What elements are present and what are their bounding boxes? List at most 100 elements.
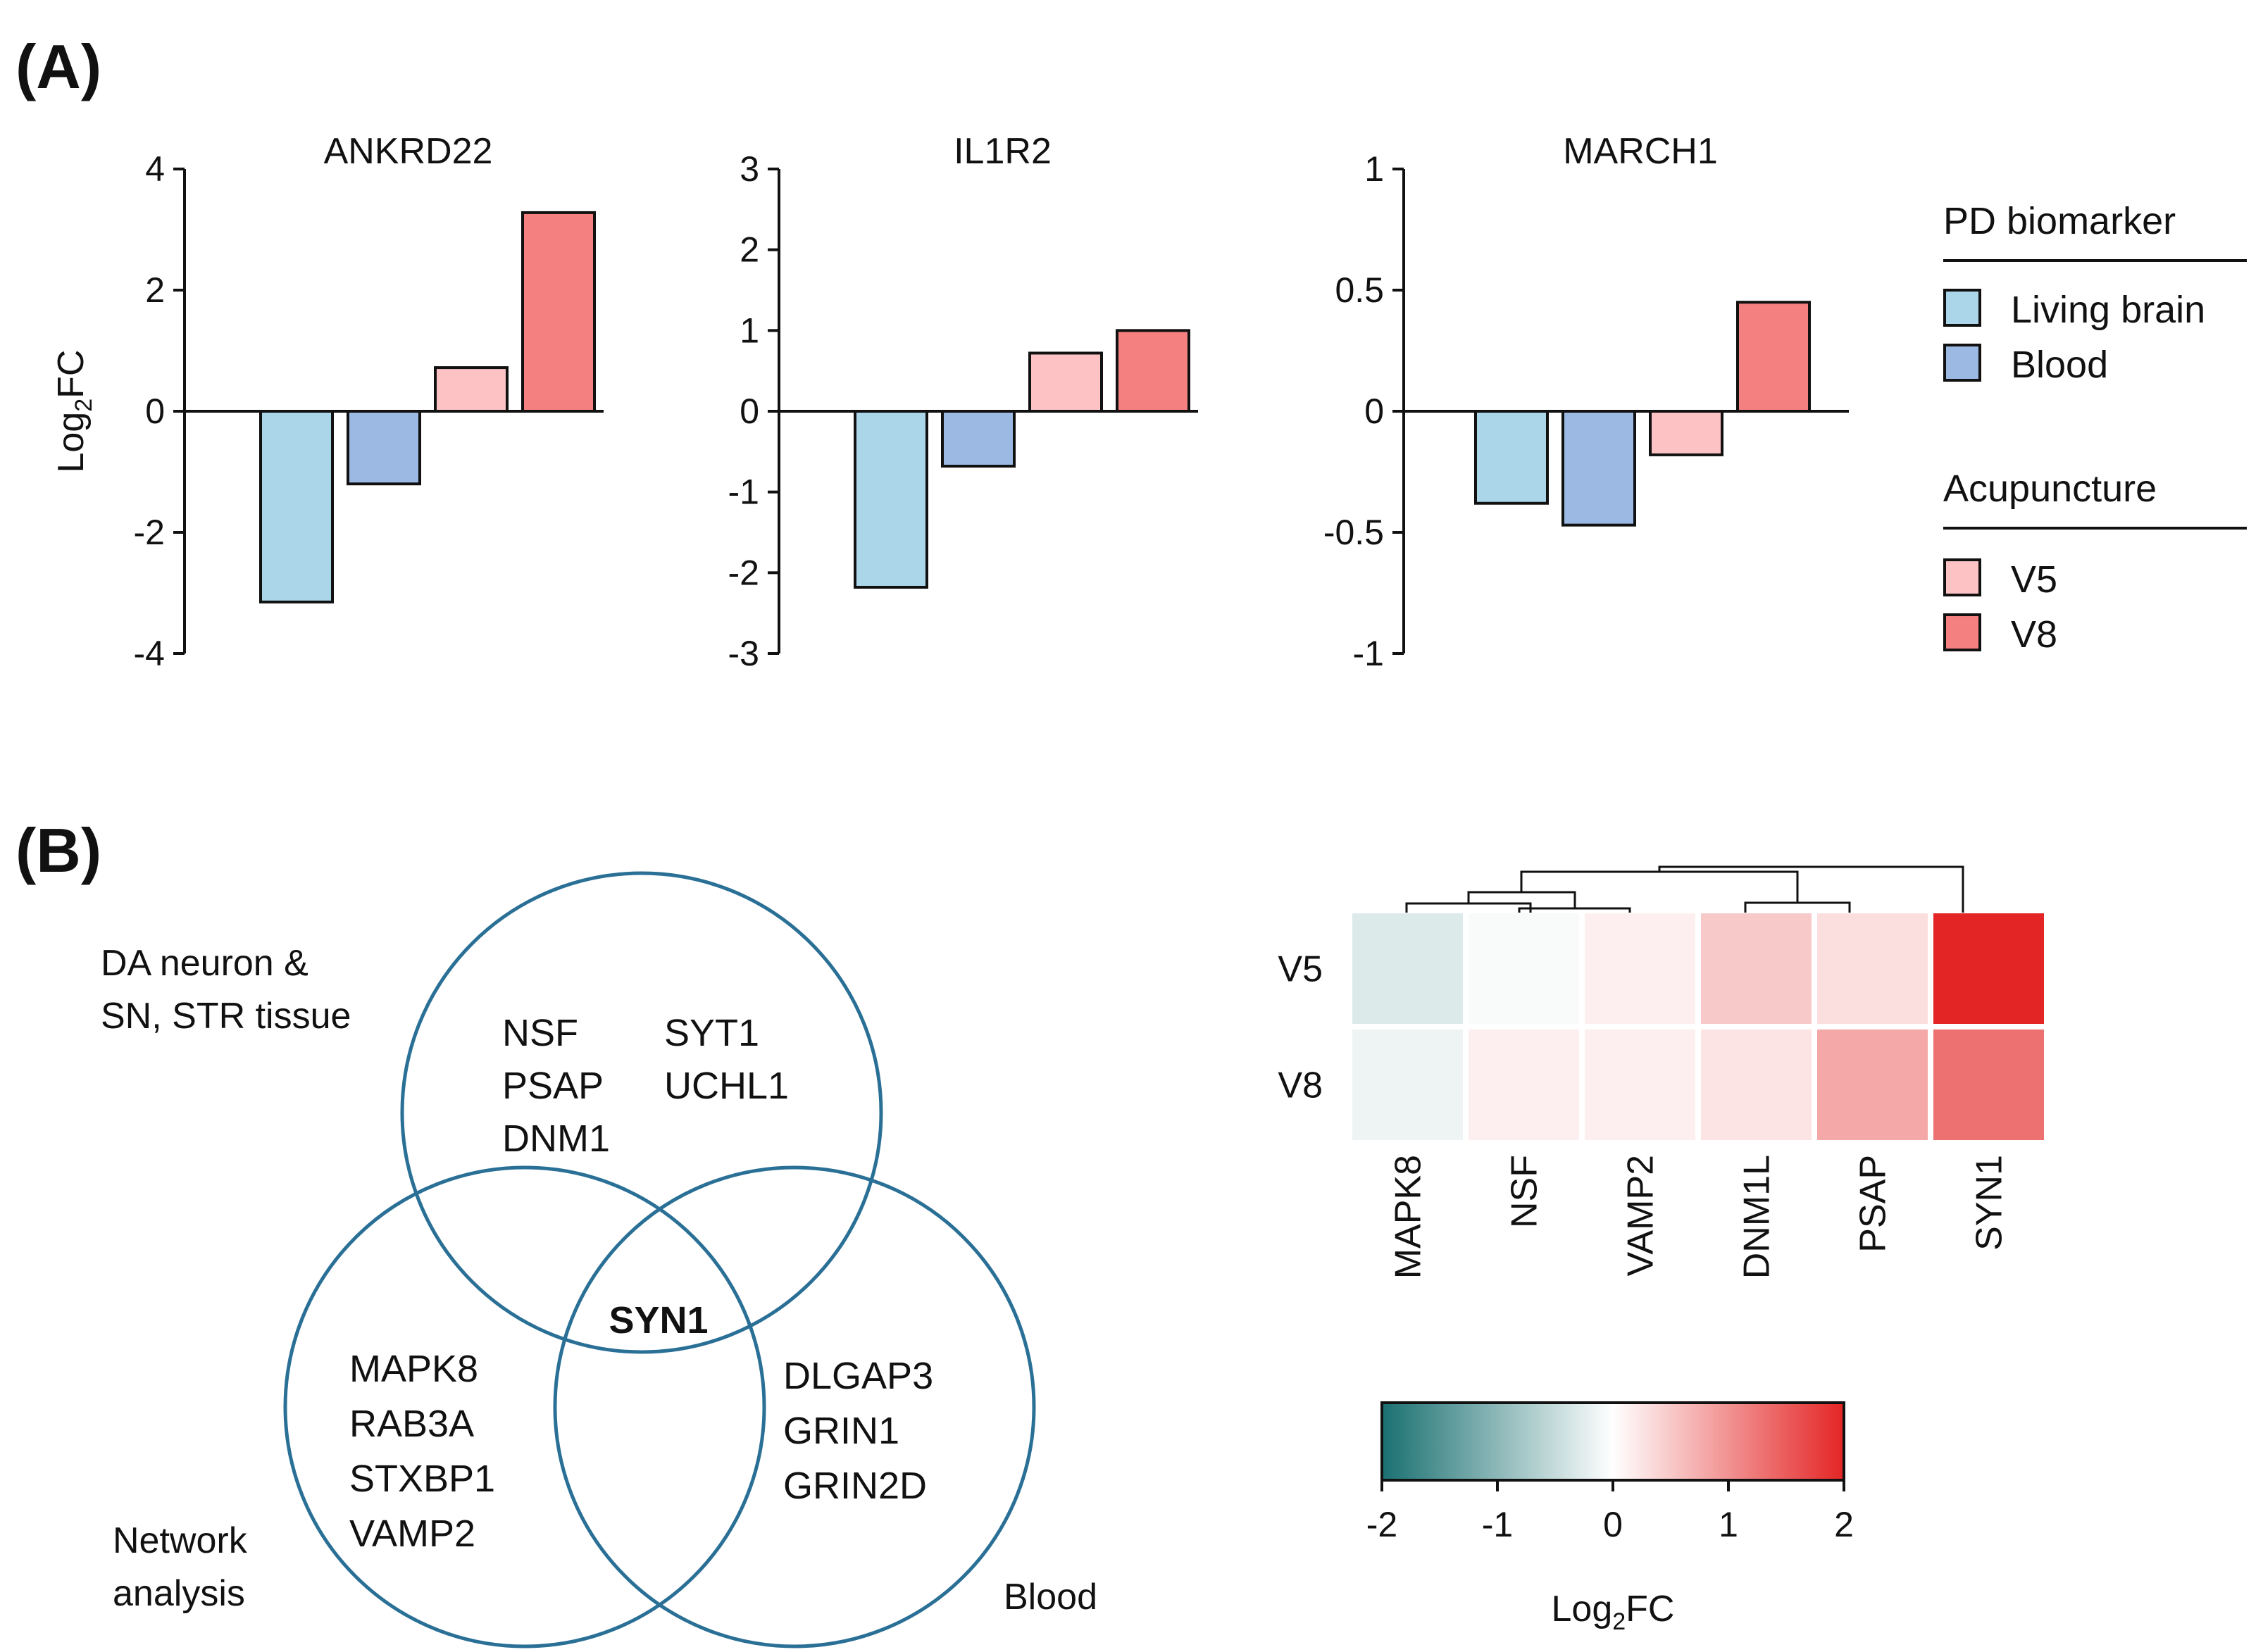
legend-label-blood: Blood (2011, 344, 2108, 386)
venn-top-gene: NSF (502, 1012, 578, 1054)
legend-swatch-v5 (1943, 558, 1981, 596)
panel-label-a: (A) (15, 32, 101, 101)
colorbar-label-tail: FC (1626, 1589, 1674, 1629)
y-tick-label: -3 (728, 634, 759, 673)
chart-title: MARCH1 (1563, 131, 1718, 172)
colorbar-gradient (1380, 1401, 1845, 1482)
y-tick-label: 3 (740, 149, 759, 189)
venn-label-left-line1: Network (113, 1520, 248, 1561)
heatmap-cell-v8-mapk8 (1352, 1030, 1463, 1140)
colorbar-tick-label: 2 (1834, 1505, 1854, 1544)
venn-label-top-line2: SN, STR tissue (101, 996, 351, 1037)
y-tick-label: 0 (145, 392, 165, 431)
venn-left-gene: VAMP2 (349, 1513, 475, 1555)
bar-v8 (521, 211, 596, 413)
y-axis-label-tail: FC (51, 349, 92, 398)
heatmap-cell-v5-nsf (1469, 913, 1579, 1024)
venn-left-gene: RAB3A (349, 1403, 474, 1445)
bar-blood (1561, 410, 1636, 527)
heatmap-col-label: SYN1 (1969, 1155, 2010, 1251)
heatmap-row-label: V8 (1278, 1065, 1323, 1106)
heatmap-col-label: DNM1L (1737, 1155, 1778, 1279)
y-axis-label-main: Log (51, 412, 92, 473)
y-tick-label: -2 (134, 513, 165, 552)
bar-living-brain (1474, 410, 1549, 505)
bar-v8 (1736, 301, 1811, 413)
legend-title-acupuncture: Acupuncture (1943, 468, 2157, 510)
bar-blood (347, 410, 421, 486)
dendrogram-link (1520, 870, 1799, 903)
legend-swatch-v8 (1943, 613, 1981, 651)
venn-right-gene: GRIN1 (783, 1410, 899, 1452)
chart-title: IL1R2 (954, 131, 1052, 172)
venn-top-gene: PSAP (502, 1065, 604, 1107)
colorbar-label-sub: 2 (1612, 1608, 1626, 1635)
bar-v5 (434, 366, 509, 413)
venn-circle-top (400, 871, 883, 1354)
heatmap-dendrogram (1405, 865, 1964, 913)
legend-label-v5: V5 (2011, 558, 2057, 601)
dendrogram-link (1658, 865, 1964, 913)
venn-right-gene: DLGAP3 (783, 1355, 933, 1397)
y-tick-label: 0 (1364, 392, 1384, 431)
heatmap-cells (1352, 913, 2044, 1140)
dendrogram-link (1405, 902, 1532, 913)
y-axis-label: Log2FC (51, 349, 97, 473)
venn-label-left-line2: analysis (113, 1573, 245, 1614)
heatmap-col-label: NSF (1504, 1155, 1545, 1228)
y-tick-label: 2 (145, 270, 165, 310)
heatmap-labels: V5 V8 MAPK8 NSF VAMP2 DNM1L PSAP SYN1 (1278, 949, 2009, 1279)
heatmap-cell-v5-psap (1817, 913, 1928, 1024)
y-tick-label: 4 (145, 149, 165, 189)
colorbar-label: Log2FC (1551, 1589, 1674, 1635)
legend-title-pd-biomarker: PD biomarker (1943, 200, 2176, 242)
heatmap-cell-v8-syn1 (1933, 1030, 2044, 1140)
bar-blood (941, 410, 1016, 468)
y-tick-label: 2 (740, 230, 759, 270)
venn-label-right: Blood (1004, 1577, 1097, 1617)
heatmap-col-label: VAMP2 (1621, 1155, 1662, 1276)
bar-living-brain (854, 410, 928, 589)
venn-diagram: DA neuron & SN, STR tissue Network analy… (101, 871, 1097, 1648)
panel-label-b: (B) (15, 815, 101, 885)
venn-circle-right (553, 1165, 1036, 1648)
bar-chart-il1r2: IL1R2 -3 -2 -1 0 1 2 3 (728, 131, 1198, 673)
y-axis-label-sub: 2 (70, 399, 97, 412)
y-tick-label: 1 (1364, 149, 1384, 189)
colorbar-tick-label: 0 (1603, 1505, 1623, 1544)
y-tick-label: 1 (740, 311, 759, 350)
dendrogram-link (1518, 907, 1631, 913)
heatmap-cell-v5-dnm1l (1701, 913, 1812, 1024)
heatmap-cell-v5-vamp2 (1585, 913, 1695, 1024)
venn-label-top-line1: DA neuron & (101, 943, 308, 984)
y-tick-label: 0.5 (1335, 270, 1384, 310)
venn-left-gene: STXBP1 (349, 1458, 495, 1500)
venn-top-gene: DNM1 (502, 1118, 610, 1160)
y-tick-label: -1 (728, 473, 759, 512)
venn-center-gene: SYN1 (609, 1299, 708, 1341)
heatmap-cell-v8-dnm1l (1701, 1030, 1812, 1140)
venn-circle-left (283, 1165, 766, 1648)
y-tick-label: -1 (1353, 634, 1384, 673)
venn-top-gene: UCHL1 (664, 1065, 789, 1107)
dendrogram-link (1467, 891, 1576, 908)
venn-left-gene: MAPK8 (349, 1348, 478, 1390)
heatmap-cell-v8-psap (1817, 1030, 1928, 1140)
colorbar-tick-label: -1 (1482, 1505, 1513, 1544)
legend-label-v8: V8 (2011, 613, 2057, 656)
bar-chart-march1: MARCH1 -1 -0.5 0 0.5 1 (1323, 131, 1849, 673)
legend-label-living-brain: Living brain (2011, 289, 2205, 331)
legend-swatch-living-brain (1943, 289, 1981, 327)
bar-living-brain (259, 410, 334, 603)
heatmap-col-label: PSAP (1853, 1155, 1894, 1253)
venn-right-gene: GRIN2D (783, 1465, 927, 1507)
heatmap-cell-v5-mapk8 (1352, 913, 1463, 1024)
y-tick-label: -4 (134, 634, 165, 673)
heatmap-row-label: V5 (1278, 949, 1323, 990)
heatmap-cell-v8-vamp2 (1585, 1030, 1695, 1140)
bar-v5 (1649, 410, 1723, 456)
colorbar-tick-label: 1 (1719, 1505, 1738, 1544)
